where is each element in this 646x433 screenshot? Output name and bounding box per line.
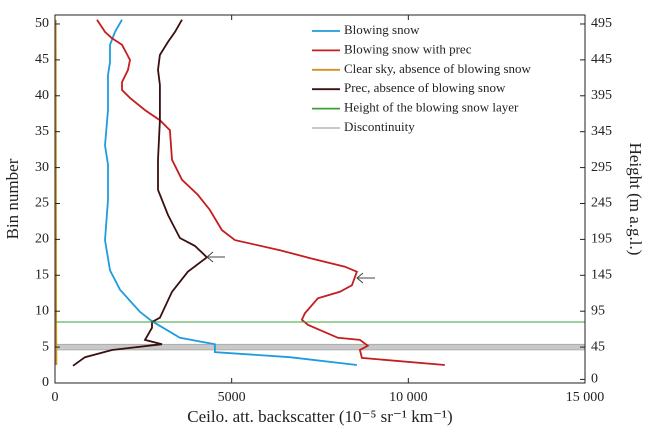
- y-axis-label: Bin number: [3, 158, 22, 239]
- y-tick-label: 45: [35, 52, 49, 67]
- y-tick-label: 0: [42, 375, 49, 390]
- y2-tick-label: 45: [591, 339, 605, 354]
- x-tick-label: 15 000: [566, 390, 605, 405]
- legend-label: Blowing snow: [344, 22, 420, 37]
- profile-line: [104, 19, 358, 366]
- profile-line: [96, 19, 445, 366]
- arrow: [356, 272, 375, 284]
- y-tick-label: 40: [35, 88, 49, 103]
- y-tick-label: 15: [35, 268, 49, 283]
- y2-tick-label: 295: [591, 160, 612, 175]
- legend-label: Blowing snow with prec: [344, 41, 472, 56]
- y2-tick-label: 345: [591, 124, 612, 139]
- y-tick-label: 30: [35, 160, 49, 175]
- legend-label: Discontinuity: [344, 119, 415, 134]
- legend-label: Prec, absence of blowing snow: [344, 80, 506, 95]
- plot-frame: [54, 14, 586, 384]
- y-tick-label: 25: [35, 196, 49, 211]
- y2-tick-label: 445: [591, 52, 612, 67]
- legend-label: Clear sky, absence of blowing snow: [344, 61, 532, 76]
- profile-line: [72, 19, 209, 367]
- y2-tick-label: 245: [591, 196, 612, 211]
- y2-axis-label: Height (m a.g.l.): [626, 143, 645, 256]
- y-tick-label: 50: [35, 16, 49, 31]
- y-tick-label: 35: [35, 124, 49, 139]
- y-tick-label: 10: [35, 303, 49, 318]
- arrow: [206, 251, 225, 263]
- y2-tick-label: 145: [591, 268, 612, 283]
- x-axis-label: Ceilo. att. backscatter (10⁻⁵ sr⁻¹ km⁻¹): [187, 407, 452, 426]
- x-tick-label: 5000: [218, 390, 246, 405]
- y2-tick-label: 195: [591, 232, 612, 247]
- y2-tick-label: 495: [591, 16, 612, 31]
- y2-tick-label: 95: [591, 303, 605, 318]
- y2-tick-label: 395: [591, 88, 612, 103]
- x-tick-label: 10 000: [389, 390, 428, 405]
- y-tick-label: 20: [35, 232, 49, 247]
- y2-tick-label: 0: [591, 372, 598, 387]
- x-tick-label: 0: [52, 390, 59, 405]
- legend-label: Height of the blowing snow layer: [344, 100, 519, 115]
- y-tick-label: 5: [42, 339, 49, 354]
- profile-line: [54, 19, 58, 366]
